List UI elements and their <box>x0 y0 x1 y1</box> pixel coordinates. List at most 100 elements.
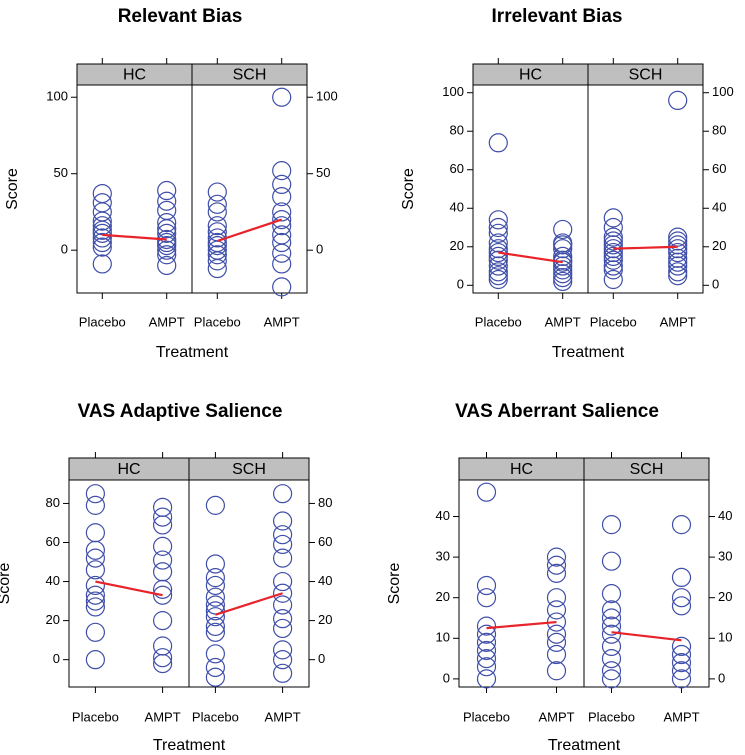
data-point <box>273 571 293 592</box>
data-point <box>601 515 622 535</box>
data-point <box>488 262 508 282</box>
x-tick-label: AMPT <box>264 314 300 329</box>
data-point <box>488 239 508 259</box>
data-point <box>601 616 622 636</box>
data-point <box>476 575 497 596</box>
data-point <box>273 548 293 568</box>
data-point <box>273 595 293 615</box>
data-point <box>92 228 112 248</box>
y-tick-label-left: 60 <box>46 534 60 549</box>
data-point <box>671 644 692 665</box>
strip-label-hc: HC <box>117 461 140 478</box>
x-axis-label: Treatment <box>548 737 621 754</box>
strip-label-sch: SCH <box>232 461 266 478</box>
data-point <box>273 534 293 555</box>
data-point <box>603 235 623 255</box>
data-point <box>85 585 106 605</box>
y-tick-label-left: 10 <box>436 630 450 645</box>
y-tick-label-right: 60 <box>318 534 332 549</box>
chart-panel-4: VAS Aberrant Salience Score Treatment HC Pla… <box>386 401 732 754</box>
y-tick-label-right: 0 <box>712 277 719 292</box>
data-point <box>273 525 293 545</box>
data-point <box>603 269 623 290</box>
data-point <box>668 90 688 111</box>
data-point <box>601 551 622 571</box>
y-tick-label-right: 80 <box>318 495 332 510</box>
x-tick-label: AMPT <box>145 709 181 724</box>
data-point <box>207 194 227 214</box>
data-point <box>272 232 292 253</box>
x-tick-label: Placebo <box>79 314 126 329</box>
x-tick-label: AMPT <box>663 709 699 724</box>
data-point <box>488 233 508 253</box>
data-point <box>272 243 292 263</box>
data-point <box>272 254 292 274</box>
y-tick-label-left: 40 <box>46 573 60 588</box>
data-point <box>553 219 573 240</box>
data-point <box>546 632 567 652</box>
data-point <box>553 271 573 292</box>
data-point <box>546 555 567 575</box>
data-point <box>272 216 292 236</box>
y-tick-label-left: 100 <box>442 84 464 99</box>
data-point <box>488 242 508 263</box>
data-point <box>85 540 106 560</box>
y-tick-label-right: 20 <box>712 238 726 253</box>
data-point <box>553 256 573 276</box>
data-point <box>157 180 177 201</box>
data-point <box>85 548 106 568</box>
data-point <box>153 515 173 535</box>
chart-title: VAS Aberrant Salience <box>455 401 659 422</box>
data-point <box>85 597 106 617</box>
data-point <box>671 669 692 689</box>
data-point <box>488 266 508 286</box>
y-tick-label-left: 30 <box>436 549 450 564</box>
data-point <box>553 264 573 284</box>
mean-line-hc <box>102 233 167 241</box>
data-point <box>488 269 508 290</box>
data-point <box>671 588 692 608</box>
data-point <box>476 624 497 644</box>
chart-title: VAS Adaptive Salience <box>78 401 283 422</box>
y-tick-label-left: 20 <box>436 589 450 604</box>
x-tick-label: AMPT <box>538 709 574 724</box>
y-tick-label-left: 20 <box>46 612 60 627</box>
data-point <box>273 511 293 531</box>
y-tick-label-right: 40 <box>318 573 332 588</box>
data-point <box>205 616 225 637</box>
data-point <box>85 523 106 543</box>
data-point <box>157 191 177 211</box>
y-tick-label-left: 60 <box>450 161 464 176</box>
data-point <box>476 669 497 689</box>
data-point <box>476 648 497 669</box>
data-point <box>272 87 292 107</box>
data-point <box>157 240 177 260</box>
y-tick-label-left: 50 <box>54 165 68 180</box>
x-tick-label: Placebo <box>194 314 241 329</box>
data-point <box>671 661 692 681</box>
y-tick-label-left: 0 <box>61 242 68 257</box>
data-point <box>272 161 292 181</box>
y-tick-label-right: 0 <box>718 670 725 685</box>
data-point <box>546 661 567 681</box>
strip-label-hc: HC <box>123 67 146 84</box>
y-tick-label-left: 0 <box>443 670 450 685</box>
data-point <box>668 239 688 259</box>
y-tick-label-right: 0 <box>318 651 325 666</box>
data-point <box>553 233 573 253</box>
strip-label-sch: SCH <box>630 461 664 478</box>
data-point <box>85 591 106 611</box>
data-point <box>601 608 622 628</box>
data-point <box>668 235 688 255</box>
data-point <box>205 644 225 664</box>
data-point <box>153 507 173 527</box>
data-point <box>553 267 573 288</box>
data-point <box>671 653 692 673</box>
data-point <box>207 245 227 265</box>
data-point <box>546 600 567 620</box>
data-point <box>207 202 227 222</box>
data-point <box>603 231 623 251</box>
y-axis-label: Score <box>4 168 21 210</box>
y-tick-label-right: 20 <box>318 612 332 627</box>
